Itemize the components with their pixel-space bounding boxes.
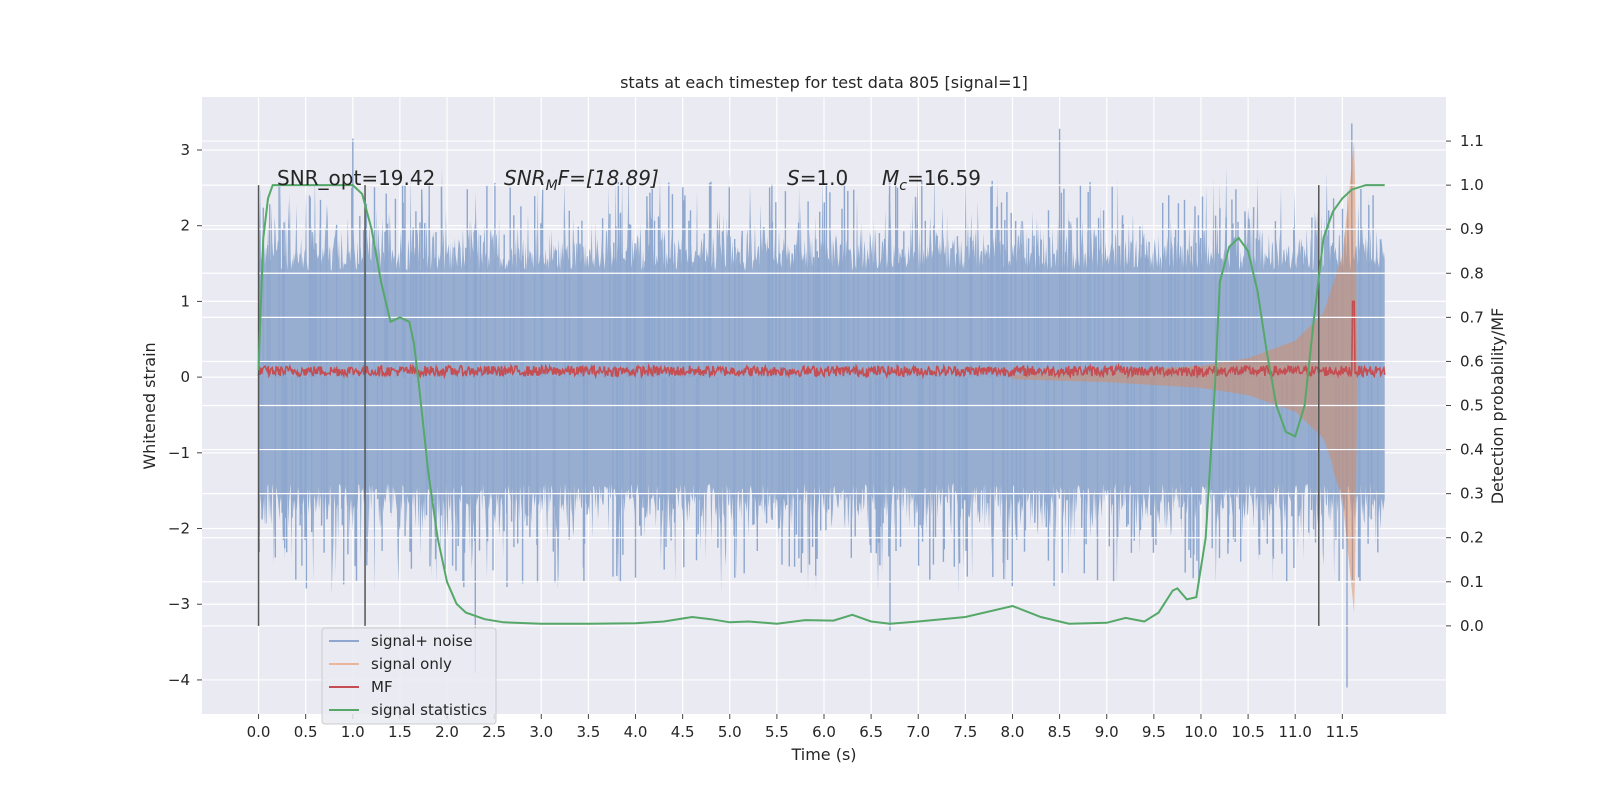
x-tick-label: 0.0	[247, 723, 271, 741]
chart-title: stats at each timestep for test data 805…	[620, 73, 1028, 92]
x-tick-label: 8.0	[1001, 723, 1025, 741]
x-tick-label: 4.0	[624, 723, 648, 741]
legend-label-signal-only: signal only	[371, 655, 452, 673]
snr-mf-annotation: SNRMF=[18.89]	[504, 166, 659, 194]
boundary-lines	[257, 185, 1320, 626]
signal-statistics-series	[257, 184, 1385, 625]
y-tick-label: 0	[180, 368, 190, 386]
x-tick-label: 10.5	[1231, 723, 1264, 741]
x-tick-label: 3.0	[529, 723, 553, 741]
right-y-tick-label: 0.3	[1460, 485, 1484, 503]
x-tick-label: 5.5	[765, 723, 789, 741]
y-tick-label: 1	[180, 292, 190, 310]
x-tick-label: 8.5	[1048, 723, 1072, 741]
x-tick-label: 5.0	[718, 723, 742, 741]
right-y-axis-ticks: 1.1 1.0 0.9 0.8 0.7 0.6 0.5 0.4 0.3 0.2 0.1 0.0	[1446, 132, 1484, 635]
s-annotation: S=1.0	[787, 166, 848, 190]
y-axis-label: Whitened strain	[140, 342, 159, 469]
x-tick-label: 6.0	[812, 723, 836, 741]
y-tick-label: −3	[168, 595, 190, 613]
right-y-tick-label: 1.1	[1460, 132, 1484, 150]
x-tick-label: 4.5	[671, 723, 695, 741]
right-y-tick-label: 0.6	[1460, 352, 1484, 370]
right-y-tick-label: 0.1	[1460, 573, 1484, 591]
right-y-tick-label: 0.4	[1460, 441, 1484, 459]
x-tick-label: 11.0	[1279, 723, 1312, 741]
x-axis-ticks: 0.0 0.5 1.0 1.5 2.0 2.5 3.0 3.5 4.0 4.5 5.0 5.5 6.0 6…	[247, 714, 1359, 741]
y-tick-label: −2	[168, 520, 190, 538]
mc-annotation: Mc=16.59	[882, 166, 981, 194]
legend-label-mf: MF	[371, 678, 393, 696]
x-tick-label: 1.0	[341, 723, 365, 741]
signal-only-series	[1012, 141, 1358, 613]
x-tick-label: 11.5	[1326, 723, 1359, 741]
x-axis-label: Time (s)	[790, 745, 856, 764]
legend-label-signal-noise: signal+ noise	[371, 632, 473, 650]
y-tick-label: −1	[168, 444, 190, 462]
x-tick-label: 9.5	[1142, 723, 1166, 741]
x-tick-label: 0.5	[294, 723, 318, 741]
x-tick-label: 3.5	[576, 723, 600, 741]
legend-label-signal-statistics: signal statistics	[371, 701, 487, 719]
legend: signal+ noise signal only MF signal stat…	[321, 627, 497, 725]
x-tick-label: 10.0	[1184, 723, 1217, 741]
signal-noise-spikes	[258, 123, 1382, 688]
x-tick-label: 6.5	[859, 723, 883, 741]
right-y-tick-label: 0.9	[1460, 220, 1484, 238]
right-y-tick-label: 0.5	[1460, 397, 1484, 415]
x-tick-label: 2.0	[435, 723, 459, 741]
right-y-tick-label: 0.2	[1460, 529, 1484, 547]
y-tick-label: 2	[180, 217, 190, 235]
right-y-tick-label: 0.8	[1460, 264, 1484, 282]
y-tick-label: 3	[180, 141, 190, 159]
y-axis-ticks: 3 2 1 0 −1 −2 −3 −4	[168, 141, 202, 689]
right-y-axis-label: Detection probability/MF	[1488, 308, 1507, 505]
x-tick-label: 1.5	[388, 723, 412, 741]
snr-opt-annotation: SNR_opt=19.42	[277, 166, 435, 190]
x-tick-label: 7.0	[906, 723, 930, 741]
x-tick-label: 9.0	[1095, 723, 1119, 741]
x-tick-label: 7.5	[953, 723, 977, 741]
x-tick-label: 2.5	[482, 723, 506, 741]
mf-series	[257, 300, 1386, 380]
y-tick-label: −4	[168, 671, 190, 689]
legend-box	[321, 627, 497, 725]
right-y-tick-label: 0.0	[1460, 617, 1484, 635]
right-y-tick-label: 1.0	[1460, 176, 1484, 194]
right-y-tick-label: 0.7	[1460, 308, 1484, 326]
right-axis-grid	[202, 140, 1446, 627]
